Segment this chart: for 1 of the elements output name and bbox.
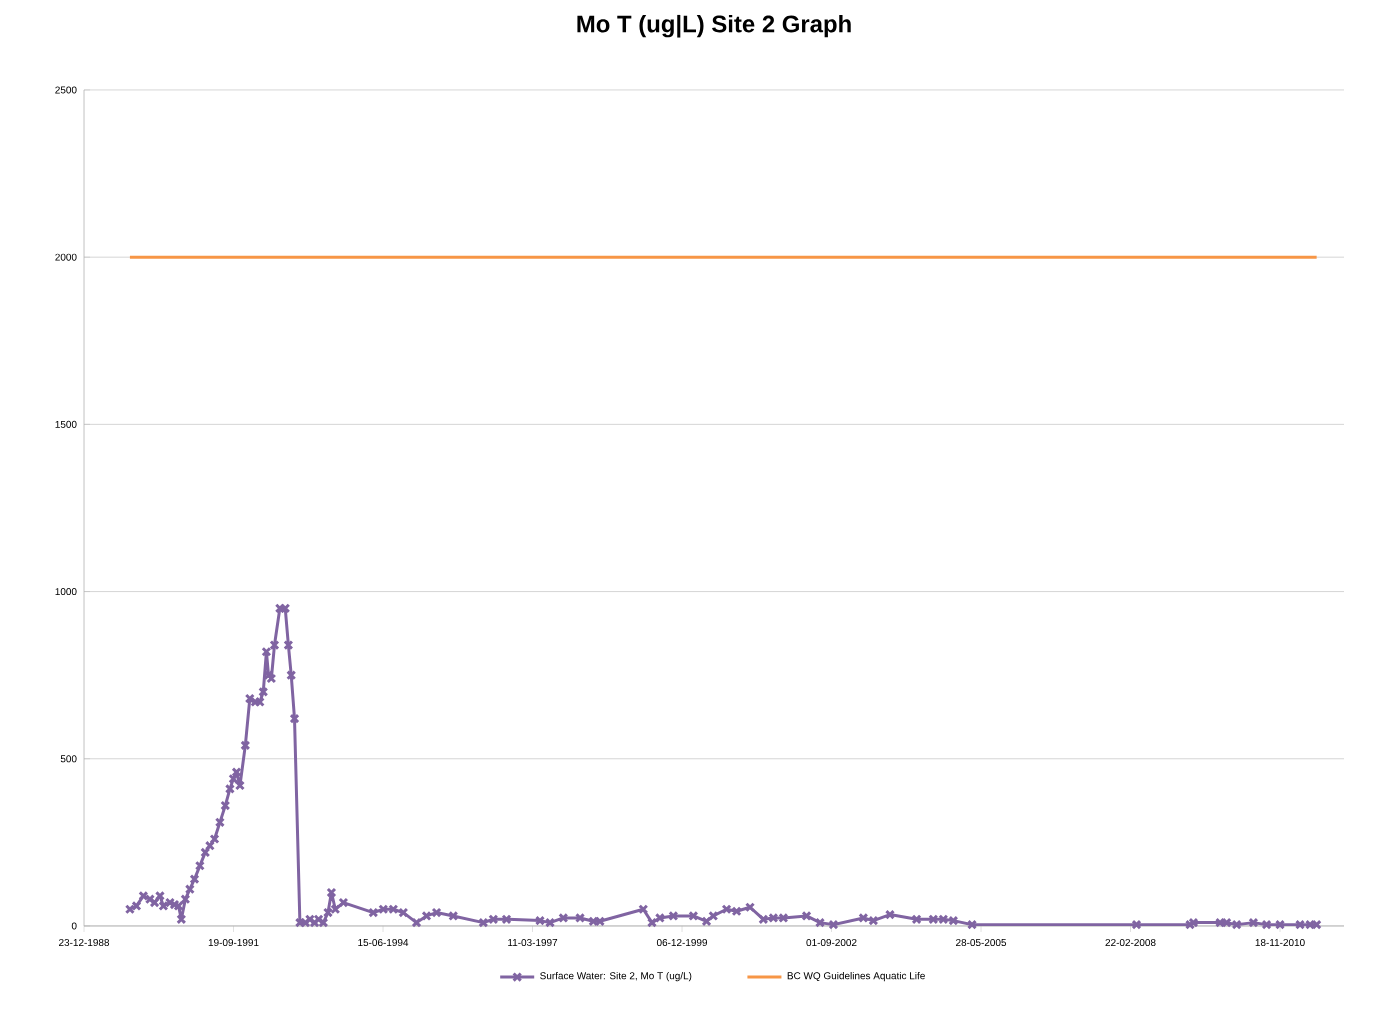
chart-title: Mo T (ug|L) Site 2 Graph [577,14,851,38]
